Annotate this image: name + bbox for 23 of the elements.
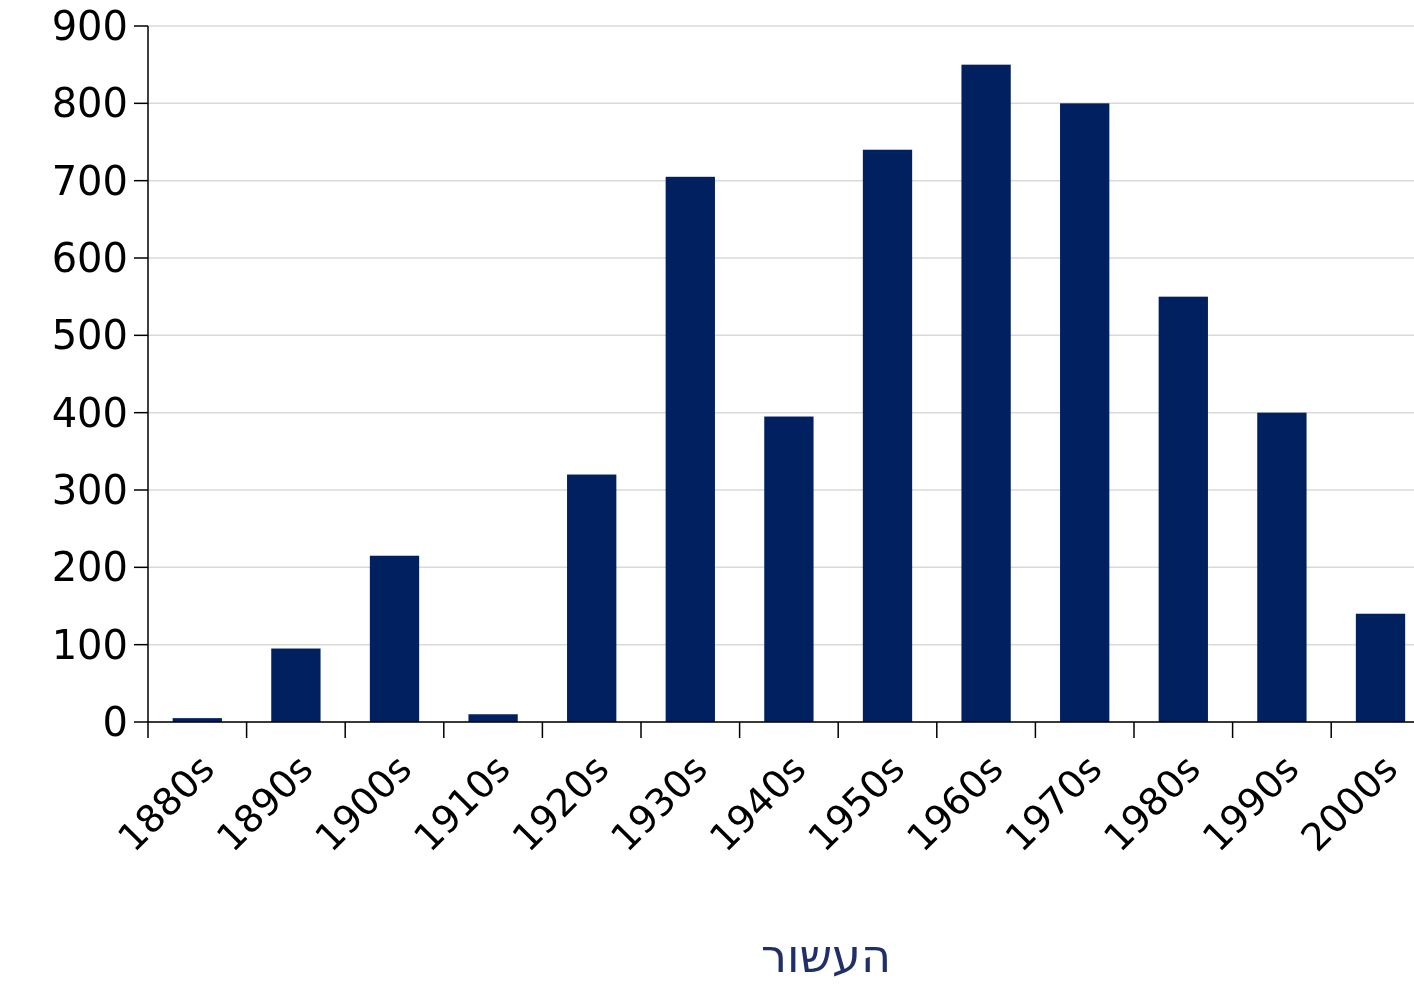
bar	[567, 474, 617, 722]
y-tick-label: 400	[51, 389, 128, 436]
y-tick-label: 200	[51, 544, 128, 591]
y-tick-label: 300	[51, 467, 128, 513]
bar	[271, 648, 321, 722]
bar	[764, 416, 814, 722]
bar	[468, 714, 518, 722]
bar	[1257, 412, 1307, 722]
y-tick-label: 900	[51, 3, 128, 49]
bar	[369, 555, 420, 722]
y-tick-label: 100	[51, 621, 128, 668]
bar	[1355, 613, 1406, 722]
y-tick-label: 800	[51, 80, 128, 127]
bar	[1060, 103, 1110, 722]
y-tick-label: 0	[102, 699, 128, 745]
y-tick-label: 600	[51, 235, 128, 281]
bar	[665, 176, 715, 722]
bar	[1158, 296, 1208, 722]
bar	[961, 64, 1011, 722]
y-tick-label: 500	[51, 312, 128, 359]
bar	[862, 149, 913, 722]
y-tick-label: 700	[51, 157, 128, 204]
x-axis-title: העשור	[761, 929, 891, 983]
